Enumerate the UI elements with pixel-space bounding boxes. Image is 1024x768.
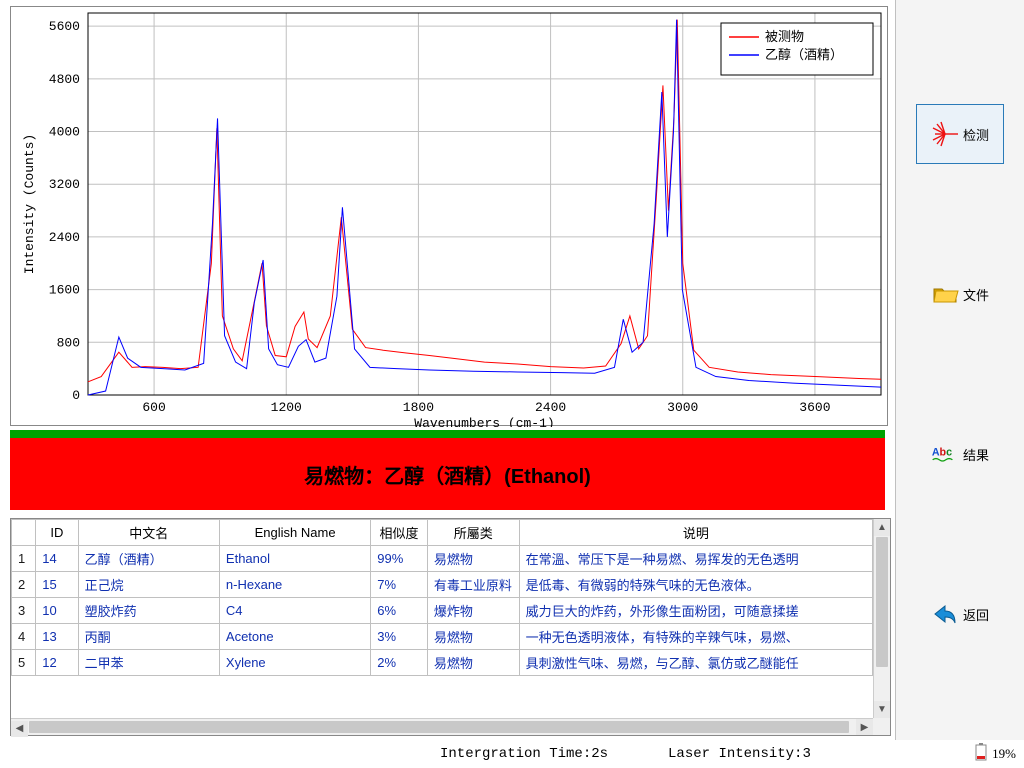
cell-desc: 威力巨大的炸药，外形像生面粉团，可随意揉搓: [519, 598, 872, 624]
detect-button[interactable]: 检测: [916, 104, 1004, 164]
cell-cat: 爆炸物: [427, 598, 519, 624]
h-scroll-thumb[interactable]: [29, 721, 849, 733]
table-row[interactable]: 215正己烷n-Hexane7%有毒工业原料是低毒、有微弱的特殊气味的无色液体。: [12, 572, 873, 598]
col-en[interactable]: English Name: [219, 520, 370, 546]
svg-text:1200: 1200: [271, 400, 302, 415]
cell-idx: 4: [12, 624, 36, 650]
cell-desc: 一种无色透明液体，有特殊的辛辣气味，易燃、: [519, 624, 872, 650]
result-banner: 易燃物：乙醇（酒精）(Ethanol): [10, 438, 885, 510]
svg-text:3600: 3600: [799, 400, 830, 415]
cell-cn: 正己烷: [78, 572, 219, 598]
cell-id: 14: [36, 546, 78, 572]
cell-desc: 在常溫、常压下是一种易燃、易挥发的无色透明: [519, 546, 872, 572]
cell-sim: 99%: [371, 546, 428, 572]
back-arrow-icon: [931, 600, 959, 628]
cell-desc: 是低毒、有微弱的特殊气味的无色液体。: [519, 572, 872, 598]
cell-en: C4: [219, 598, 370, 624]
svg-text:600: 600: [142, 400, 165, 415]
svg-text:800: 800: [57, 335, 80, 350]
back-label: 返回: [963, 605, 989, 624]
svg-text:2400: 2400: [535, 400, 566, 415]
col-id[interactable]: ID: [36, 520, 78, 546]
laser-intensity: Laser Intensity:3: [668, 746, 811, 762]
banner-text: 易燃物：乙醇（酒精）(Ethanol): [304, 460, 591, 489]
cell-idx: 1: [12, 546, 36, 572]
cell-cn: 塑胶炸药: [78, 598, 219, 624]
col-cn[interactable]: 中文名: [78, 520, 219, 546]
cell-en: n-Hexane: [219, 572, 370, 598]
svg-text:2400: 2400: [49, 230, 80, 245]
v-scroll-thumb[interactable]: [876, 537, 888, 667]
svg-text:5600: 5600: [49, 19, 80, 34]
cell-idx: 3: [12, 598, 36, 624]
cell-sim: 3%: [371, 624, 428, 650]
scroll-down-arrow[interactable]: ▼: [874, 701, 890, 718]
table-row[interactable]: 310塑胶炸药C46%爆炸物威力巨大的炸药，外形像生面粉团，可随意揉搓: [12, 598, 873, 624]
svg-text:Intensity (Counts): Intensity (Counts): [22, 134, 37, 274]
cell-desc: 具刺激性气味、易燃，与乙醇、氯仿或乙醚能任: [519, 650, 872, 676]
cell-cat: 易燃物: [427, 650, 519, 676]
result-label: 结果: [963, 445, 989, 464]
table-row[interactable]: 114乙醇（酒精）Ethanol99%易燃物在常溫、常压下是一种易燃、易挥发的无…: [12, 546, 873, 572]
svg-text:1600: 1600: [49, 283, 80, 298]
detect-label: 检测: [963, 125, 989, 144]
integration-time: Intergration Time:2s: [440, 746, 608, 762]
cell-id: 12: [36, 650, 78, 676]
svg-text:4000: 4000: [49, 125, 80, 140]
cell-sim: 2%: [371, 650, 428, 676]
svg-text:1800: 1800: [403, 400, 434, 415]
cell-idx: 5: [12, 650, 36, 676]
svg-text:被测物: 被测物: [765, 30, 804, 45]
scroll-left-arrow[interactable]: ◀: [11, 721, 28, 737]
cell-cat: 易燃物: [427, 546, 519, 572]
cell-cn: 丙酮: [78, 624, 219, 650]
results-table: ID中文名English Name相似度所屬类说明 114乙醇（酒精）Ethan…: [11, 519, 873, 676]
cell-cat: 有毒工业原料: [427, 572, 519, 598]
cell-sim: 6%: [371, 598, 428, 624]
cell-sim: 7%: [371, 572, 428, 598]
spectrum-chart: 600 1200 1800 2400 3000 3600 0 800 1600 2400 3200 4…: [10, 6, 888, 426]
cell-idx: 2: [12, 572, 36, 598]
table-row[interactable]: 413丙酮Acetone3%易燃物一种无色透明液体，有特殊的辛辣气味，易燃、: [12, 624, 873, 650]
cell-en: Ethanol: [219, 546, 370, 572]
cell-cn: 乙醇（酒精）: [78, 546, 219, 572]
file-label: 文件: [963, 285, 989, 304]
battery-percent: 19%: [992, 746, 1016, 762]
results-table-container: ID中文名English Name相似度所屬类说明 114乙醇（酒精）Ethan…: [10, 518, 891, 736]
svg-text:乙醇（酒精）: 乙醇（酒精）: [765, 47, 843, 63]
vertical-scrollbar[interactable]: ▲ ▼: [873, 519, 890, 718]
scroll-right-arrow[interactable]: ▶: [856, 719, 873, 735]
scroll-up-arrow[interactable]: ▲: [874, 519, 890, 536]
svg-text:Wavenumbers (cm-1): Wavenumbers (cm-1): [414, 416, 554, 427]
cell-cat: 易燃物: [427, 624, 519, 650]
battery-icon: [974, 743, 988, 765]
cell-en: Acetone: [219, 624, 370, 650]
folder-icon: [931, 280, 959, 308]
table-row[interactable]: 512二甲苯Xylene2%易燃物具刺激性气味、易燃，与乙醇、氯仿或乙醚能任: [12, 650, 873, 676]
svg-text:3000: 3000: [667, 400, 698, 415]
cell-id: 10: [36, 598, 78, 624]
back-button[interactable]: 返回: [916, 584, 1004, 644]
cell-en: Xylene: [219, 650, 370, 676]
file-button[interactable]: 文件: [916, 264, 1004, 324]
cell-cn: 二甲苯: [78, 650, 219, 676]
result-button[interactable]: Abc 结果: [916, 424, 1004, 484]
svg-text:4800: 4800: [49, 72, 80, 87]
horizontal-scrollbar[interactable]: ◀ ▶: [11, 718, 873, 735]
status-bar: Intergration Time:2s Laser Intensity:3 1…: [0, 740, 1024, 768]
col-idx[interactable]: [12, 520, 36, 546]
svg-text:Abc: Abc: [932, 447, 952, 459]
cell-id: 15: [36, 572, 78, 598]
laser-icon: [931, 120, 959, 148]
abc-icon: Abc: [931, 440, 959, 468]
separator-bar: [10, 430, 885, 438]
cell-id: 13: [36, 624, 78, 650]
col-desc[interactable]: 说明: [519, 520, 872, 546]
col-cat[interactable]: 所屬类: [427, 520, 519, 546]
svg-text:3200: 3200: [49, 177, 80, 192]
svg-text:0: 0: [72, 388, 80, 403]
col-sim[interactable]: 相似度: [371, 520, 428, 546]
scrollbar-corner: [873, 718, 890, 735]
